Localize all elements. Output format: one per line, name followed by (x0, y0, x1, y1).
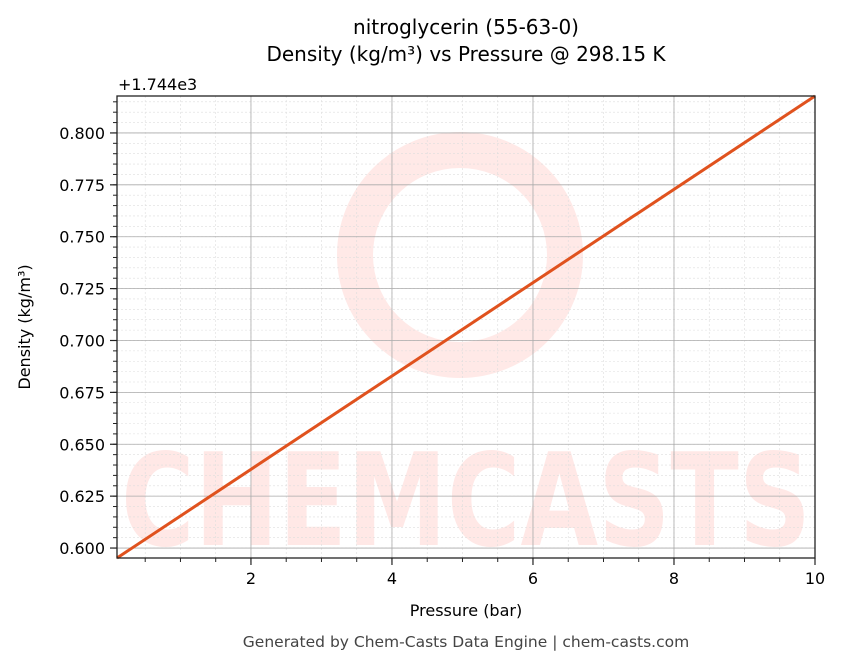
x-tick-label: 6 (528, 569, 538, 588)
chart-subtitle: Density (kg/m³) vs Pressure @ 298.15 K (266, 42, 666, 66)
y-tick-label: 0.600 (59, 539, 105, 558)
y-offset-label: +1.744e3 (118, 75, 197, 94)
plot-frame (116, 95, 816, 559)
x-tick-label: 10 (805, 569, 825, 588)
watermark-logo (337, 132, 583, 378)
x-axis-label: Pressure (bar) (410, 601, 522, 620)
x-tick-label: 8 (669, 569, 679, 588)
density-line (116, 94, 816, 560)
footer-text: Generated by Chem-Casts Data Engine | ch… (243, 633, 689, 651)
y-tick-label: 0.750 (59, 228, 105, 247)
watermark: CHEMCASTS (121, 132, 811, 576)
watermark-text: CHEMCASTS (121, 427, 811, 576)
y-tick-label: 0.800 (59, 124, 105, 143)
y-tick-label: 0.675 (59, 383, 105, 402)
y-tick-label: 0.700 (59, 331, 105, 350)
y-tick-label: 0.725 (59, 280, 105, 299)
chart-title: nitroglycerin (55-63-0) (353, 15, 579, 39)
x-tick-label: 4 (387, 569, 397, 588)
y-tick-label: 0.775 (59, 176, 105, 195)
y-axis-label: Density (kg/m³) (15, 264, 34, 389)
x-tick-label: 2 (246, 569, 256, 588)
y-tick-label: 0.650 (59, 435, 105, 454)
y-tick-label: 0.625 (59, 487, 105, 506)
